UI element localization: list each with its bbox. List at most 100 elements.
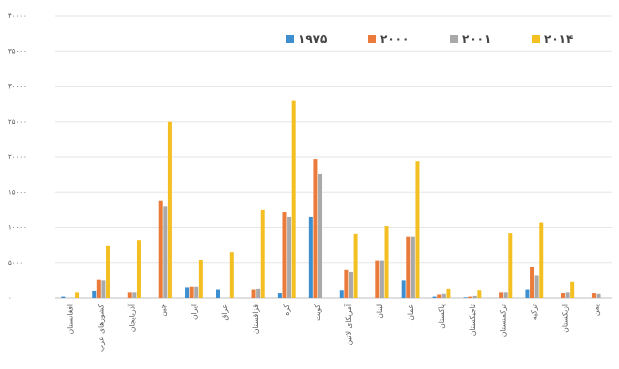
bar (463, 297, 468, 298)
bar (375, 260, 380, 298)
bar (379, 260, 384, 298)
bar (251, 289, 256, 298)
bar (353, 233, 358, 298)
bar (525, 289, 530, 298)
bar (344, 269, 349, 298)
y-tick-label: ۳۵۰۰۰ (8, 47, 27, 55)
x-tick-label: ایران (189, 304, 198, 320)
bar (596, 293, 601, 298)
bar (75, 292, 80, 298)
bar (308, 216, 313, 298)
y-tick-label: ۵۰۰۰ (8, 259, 23, 267)
x-tick-label: تاجیکستان (468, 304, 477, 336)
x-tick-label: کشورهای عرب (96, 304, 105, 352)
bar (560, 293, 565, 298)
bar (441, 293, 446, 298)
bar (229, 252, 234, 298)
legend-swatch (368, 35, 376, 43)
bar (570, 281, 575, 298)
bar (503, 292, 508, 298)
bar (106, 245, 111, 298)
x-tick-label: ازبکستان (561, 304, 570, 333)
bar (530, 266, 535, 298)
bar (167, 121, 172, 298)
bar (508, 233, 513, 298)
bar (472, 295, 477, 298)
bar (313, 159, 318, 298)
x-tick-label: لبنان (375, 304, 384, 319)
x-tick-label: قزاقستان (251, 304, 260, 335)
bar (198, 259, 203, 298)
y-tick-label: ۴۰۰۰۰ (8, 12, 27, 20)
bar (260, 209, 265, 298)
legend-label: ۲۰۱۴ (544, 32, 573, 46)
bar (185, 287, 190, 298)
y-tick-label: ۲۵۰۰۰ (8, 118, 27, 126)
x-axis-ticks: افغانستان کشورهای عرب آذربایجان چین ایران عرا… (65, 303, 600, 352)
y-tick-label: ۱۰۰۰۰ (8, 224, 27, 232)
bar (591, 293, 596, 298)
bar (468, 296, 473, 298)
x-tick-label: چین (158, 304, 167, 317)
bar (348, 271, 353, 298)
bar (194, 286, 199, 298)
x-tick-label: کویت (313, 304, 322, 321)
bar (565, 292, 570, 298)
x-tick-label: آمریکای لاتین (343, 303, 353, 345)
x-tick-label: عراق (220, 304, 229, 321)
bar (291, 100, 296, 298)
bar (136, 240, 141, 298)
bar (437, 294, 442, 298)
y-tick-label: ۳۰۰۰۰ (8, 83, 27, 91)
bar (189, 286, 194, 298)
bar (132, 292, 137, 298)
x-tick-label: پاکستان (437, 304, 446, 329)
legend-swatch (532, 35, 540, 43)
bar (415, 161, 420, 298)
x-tick-label: افغانستان (65, 304, 74, 334)
legend-label: ۱۹۷۵ (298, 32, 327, 46)
x-tick-label: کره (282, 304, 291, 316)
y-tick-label: ۲۰۰۰۰ (8, 153, 27, 161)
bar (256, 288, 261, 298)
bar (163, 206, 168, 298)
bar (92, 290, 97, 298)
y-axis-ticks: ۰ ۵۰۰۰ ۱۰۰۰۰ ۱۵۰۰۰ ۲۰۰۰۰ ۲۵۰۰۰ ۳۰۰۰۰ ۳۵۰۰۰ ۴۰۰۰۰ (8, 12, 27, 302)
bar (384, 226, 389, 298)
legend-swatch (286, 35, 294, 43)
bar (410, 236, 415, 298)
bar (477, 290, 482, 298)
bar (101, 280, 106, 298)
legend-swatch (450, 35, 458, 43)
legend-label: ۲۰۰۰ (380, 32, 409, 46)
x-tick-label: عمان (406, 304, 415, 321)
bar (127, 292, 132, 298)
y-tick-label: ۰ (8, 294, 12, 302)
bar (318, 173, 323, 298)
y-tick-label: ۱۵۰۰۰ (8, 188, 27, 196)
bar (534, 275, 539, 298)
bar (499, 292, 504, 298)
bar (406, 236, 411, 298)
bar (282, 211, 287, 298)
x-tick-label: آذربایجان (126, 303, 136, 332)
bars (61, 100, 601, 298)
x-tick-label: ترکمنستان (499, 304, 508, 337)
bar (339, 290, 344, 298)
grid (55, 15, 612, 299)
bar (158, 200, 163, 298)
legend: ۱۹۷۵ ۲۰۰۰ ۲۰۰۱ ۲۰۱۴ (286, 32, 573, 46)
bar (432, 296, 437, 298)
bar (277, 293, 282, 298)
x-tick-label: یمن (592, 304, 601, 316)
legend-label: ۲۰۰۱ (462, 32, 491, 46)
bar (61, 296, 66, 298)
bar (446, 288, 451, 298)
bar (401, 280, 406, 298)
bar (96, 279, 101, 298)
bar (539, 222, 544, 298)
bar (287, 216, 292, 298)
x-tick-label: ترکیه (530, 304, 539, 320)
